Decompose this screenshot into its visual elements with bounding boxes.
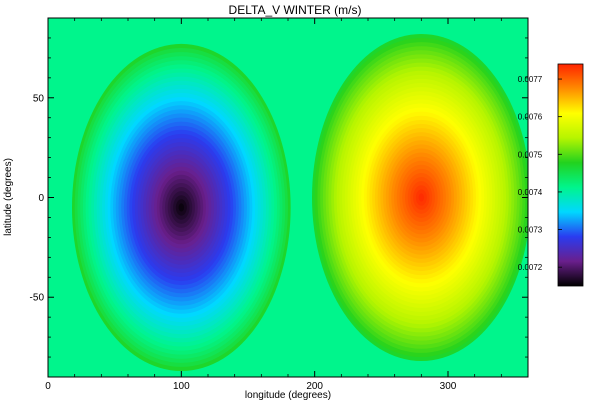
- colorbar-tick-label: 0.0072: [518, 263, 543, 272]
- x-axis-label: longitude (degrees): [245, 390, 331, 401]
- x-tick-label: 200: [306, 381, 323, 392]
- x-tick-label: 300: [440, 381, 457, 392]
- colorbar-tick-label: 0.0077: [518, 75, 543, 84]
- colorbar-tick-label: 0.0076: [518, 113, 543, 122]
- y-tick-label: 50: [33, 93, 45, 104]
- y-axis-label: latitude (degrees): [3, 158, 14, 236]
- colorbar-tick-label: 0.0074: [518, 188, 543, 197]
- colorbar-ticks: 0.0072 0.0073 0.0074 0.0075 0.0076 0.0077: [518, 75, 562, 272]
- heatmap-field: [71, 34, 528, 372]
- x-axis: 0 100 200 300: [45, 18, 529, 392]
- colorbar: [557, 63, 584, 287]
- minimum-cell-contour: [178, 203, 185, 212]
- x-tick-label: 100: [173, 381, 190, 392]
- colorbar-tick-label: 0.0073: [518, 226, 543, 235]
- x-tick-label: 0: [45, 381, 51, 392]
- y-tick-label: 0: [38, 193, 44, 204]
- y-axis: -50 0 50: [30, 37, 528, 358]
- y-tick-label: -50: [30, 293, 45, 304]
- colorbar-tick-label: 0.0075: [518, 150, 543, 159]
- maximum-cell-contour: [418, 193, 425, 202]
- chart-title: DELTA_V WINTER (m/s): [229, 3, 362, 17]
